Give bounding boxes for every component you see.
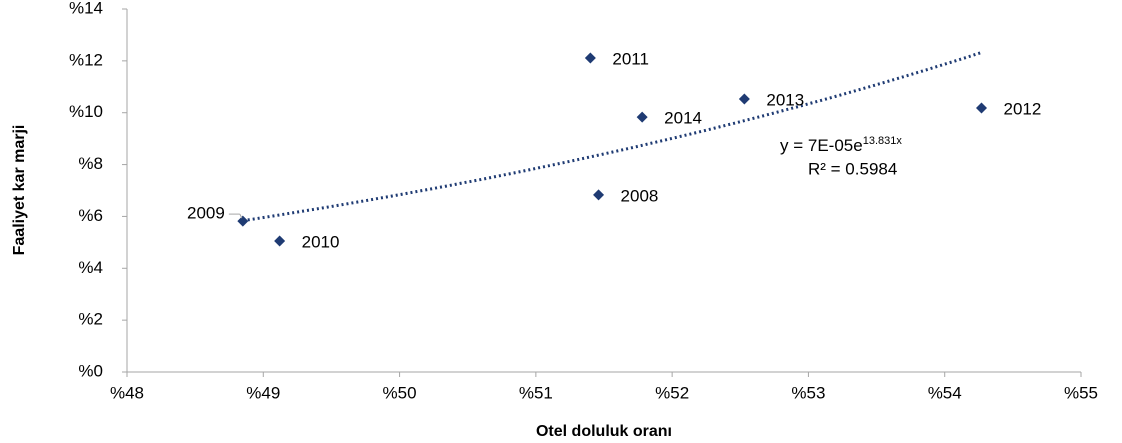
- y-tick-label: %6: [78, 206, 103, 225]
- y-axis-title: Faaliyet kar marji: [11, 125, 28, 256]
- x-tick-label: %50: [383, 383, 417, 402]
- point-label: 2009: [187, 204, 225, 223]
- point: [738, 93, 750, 105]
- point: [237, 215, 249, 227]
- equation-exponent: 13.831x: [863, 135, 903, 147]
- point-label: 2008: [621, 186, 659, 205]
- x-tick-label: %52: [655, 383, 689, 402]
- y-tick-label: %4: [78, 258, 103, 277]
- point-label: 2012: [1004, 100, 1042, 119]
- x-tick-label: %54: [928, 383, 962, 402]
- point: [584, 52, 596, 64]
- equation-text: y = 7E-05e: [780, 136, 863, 155]
- trendline: [242, 51, 982, 223]
- point-label: 2011: [612, 49, 649, 68]
- y-tick-label: %14: [69, 0, 103, 17]
- r-squared: R² = 0.5984: [808, 159, 897, 178]
- y-tick-label: %0: [78, 361, 103, 380]
- x-axis-title: Otel doluluk oranı: [536, 423, 672, 440]
- point-label: 2013: [766, 90, 804, 109]
- x-tick-label: %55: [1064, 383, 1098, 402]
- y-tick-label: %2: [78, 310, 103, 329]
- point: [274, 235, 286, 247]
- point: [593, 189, 605, 201]
- point-label: 2014: [664, 109, 702, 128]
- trend-equation: y = 7E-05e13.831x: [780, 135, 902, 156]
- y-tick-label: %8: [78, 154, 103, 173]
- x-tick-label: %48: [110, 383, 144, 402]
- leader-line: [239, 213, 243, 219]
- y-tick-label: %10: [69, 102, 103, 121]
- x-tick-label: %53: [791, 383, 825, 402]
- point-label: 2010: [302, 233, 340, 252]
- x-tick-label: %49: [246, 383, 280, 402]
- y-tick-label: %12: [69, 50, 103, 69]
- x-tick-label: %51: [519, 383, 553, 402]
- point: [976, 102, 988, 114]
- point: [636, 111, 648, 123]
